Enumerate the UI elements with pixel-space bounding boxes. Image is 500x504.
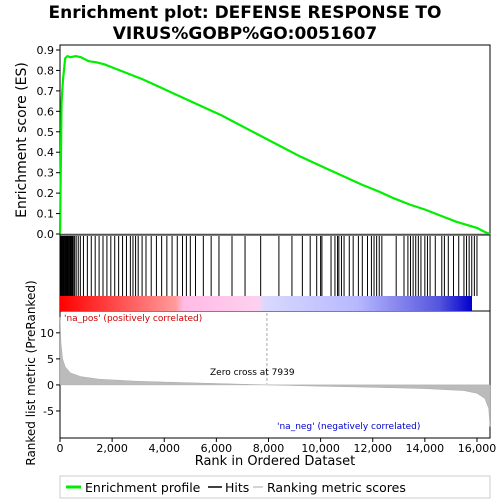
metric-y-tick-label: 10 <box>40 327 54 340</box>
x-tick-label: 10,000 <box>301 442 340 455</box>
x-tick-label: 0 <box>57 442 64 455</box>
es-y-tick-label: 0.5 <box>37 126 55 139</box>
neg-correlated-label: 'na_neg' (negatively correlated) <box>277 422 420 432</box>
metric-layer <box>59 313 491 427</box>
es-y-tick-label: 0.2 <box>37 187 55 200</box>
x-tick-label: 14,000 <box>406 442 445 455</box>
es-axis-label: Enrichment score (ES) <box>14 62 30 218</box>
es-y-tick-label: 0.9 <box>37 44 55 57</box>
chart-title-line-2: VIRUS%GOBP%GO:0051607 <box>113 24 378 44</box>
x-tick-label: 16,000 <box>458 442 497 455</box>
x-tick-label: 2,000 <box>96 442 128 455</box>
es-layer <box>58 54 491 236</box>
x-tick-label: 12,000 <box>353 442 392 455</box>
enrichment-profile-line <box>58 54 491 236</box>
x-axis-label: Rank in Ordered Dataset <box>195 454 356 469</box>
zero-cross-label: Zero cross at 7939 <box>210 368 295 378</box>
es-panel-frame <box>59 44 491 236</box>
metric-y-tick-label: -5 <box>43 405 54 418</box>
chart-title-line-1: Enrichment plot: DEFENSE RESPONSE TO <box>49 3 442 23</box>
legend-es-label: Enrichment profile <box>85 480 201 495</box>
es-y-tick-label: 0.4 <box>37 146 55 159</box>
legend-metric-label: Ranking metric scores <box>267 480 406 495</box>
es-y-tick-label: 0.8 <box>37 64 55 77</box>
legend-frame <box>59 475 491 499</box>
metric-y-tick-label: 0 <box>47 379 54 392</box>
es-y-tick-label: 0.7 <box>37 85 55 98</box>
hits-layer <box>60 236 478 311</box>
legend: Enrichment profile Hits Ranking metric s… <box>59 475 491 499</box>
es-y-tick-label: 0.1 <box>37 208 55 221</box>
metric-axis-label: Ranked list metric (PreRanked) <box>24 280 38 465</box>
es-y-tick-label: 0.6 <box>37 105 55 118</box>
axis-layer: 0.0 0.1 0.2 0.3 0.4 0.5 0.6 0.7 0.8 0.9 10 5 0 -5 0 2,0… <box>37 44 497 455</box>
x-tick-label: 6,000 <box>201 442 233 455</box>
metric-y-tick-label: 5 <box>47 353 54 366</box>
pos-correlated-label: 'na_pos' (positively correlated) <box>64 314 202 324</box>
es-y-tick-label: 0.3 <box>37 167 55 180</box>
x-tick-label: 4,000 <box>148 442 180 455</box>
x-tick-label: 8,000 <box>253 442 285 455</box>
ranking-metric-area <box>59 317 491 427</box>
es-y-tick-label: 0.0 <box>37 228 55 241</box>
rank-color-bar <box>60 296 472 311</box>
legend-hits-label: Hits <box>225 480 249 495</box>
